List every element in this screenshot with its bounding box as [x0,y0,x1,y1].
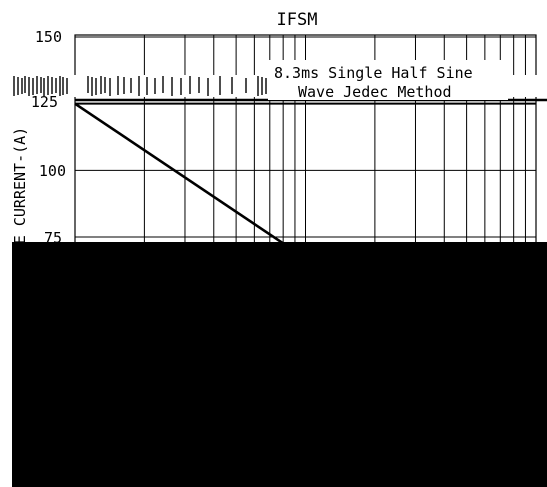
y-tick-label-100: 100 [39,162,66,180]
occluded-region [12,242,547,487]
y-axis-label: GE CURRENT-(A) [11,127,29,253]
series-line-0 [74,102,307,260]
y-tick-label-125: 125 [31,93,58,111]
y-tick-label-150: 150 [35,28,62,46]
annotation-box: 8.3ms Single Half Sine Wave Jedec Method [268,60,508,101]
annotation-line-2: Wave Jedec Method [298,83,452,101]
chart-title: IFSM [277,10,318,30]
annotation-line-1: 8.3ms Single Half Sine [274,64,473,82]
